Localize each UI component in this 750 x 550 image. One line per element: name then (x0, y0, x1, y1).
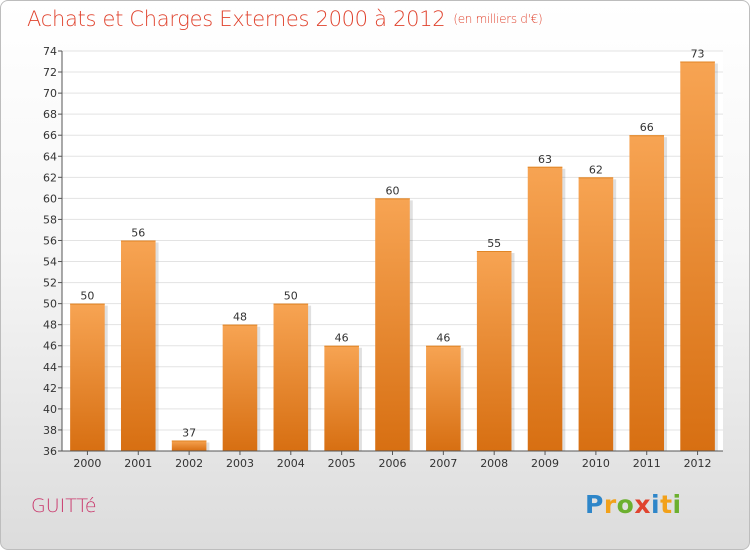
y-tick-label: 58 (43, 213, 57, 226)
bar-value-label: 60 (386, 184, 400, 197)
x-tick-label: 2001 (124, 457, 152, 470)
x-tick-label: 2008 (480, 457, 508, 470)
y-tick-label: 66 (43, 129, 57, 142)
logo-letter: i (651, 490, 661, 519)
axes (58, 50, 723, 455)
x-tick-label: 2007 (429, 457, 457, 470)
x-tick-label: 2005 (328, 457, 356, 470)
y-tick-label: 40 (43, 403, 57, 416)
bar-value-label: 62 (589, 163, 603, 176)
y-tick-label: 54 (43, 256, 57, 269)
x-tick-label: 2004 (277, 457, 305, 470)
y-tick-label: 52 (43, 277, 57, 290)
proxiti-logo: Proxiti (585, 490, 682, 519)
x-tick-label: 2003 (226, 457, 254, 470)
logo-letter: i (672, 490, 682, 519)
bar (426, 345, 461, 451)
bar (273, 303, 309, 451)
logo-letter: r (603, 490, 617, 519)
x-tick-label: 2011 (633, 457, 661, 470)
bar-value-label: 66 (640, 121, 654, 134)
bar-value-label: 56 (131, 226, 145, 239)
y-tick-label: 74 (43, 45, 57, 58)
y-tick-label: 60 (43, 192, 57, 205)
bar (120, 240, 156, 451)
bar (527, 166, 563, 451)
y-tick-label: 62 (43, 171, 57, 184)
bar (222, 324, 258, 451)
x-tick-label: 2002 (175, 457, 203, 470)
y-tick-label: 44 (43, 361, 57, 374)
x-tick-label: 2009 (531, 457, 559, 470)
x-tick-label: 2012 (684, 457, 712, 470)
bar-value-label: 55 (487, 237, 501, 250)
y-tick-label: 68 (43, 108, 57, 121)
bar-value-label: 73 (691, 48, 705, 61)
y-tick-label: 42 (43, 382, 57, 395)
x-tick-label: 2000 (73, 457, 101, 470)
labels-group: 36 38 40 42 44 46 48 50 52 54 56 58 60 62 64 66 68 70 72 74… (43, 45, 712, 470)
y-tick-label: 38 (43, 424, 57, 437)
logo-letter: t (660, 490, 673, 519)
bar (680, 61, 715, 452)
y-tick-label: 72 (43, 66, 57, 79)
y-tick-label: 70 (43, 87, 57, 100)
y-tick-label: 64 (43, 150, 57, 163)
y-tick-label: 50 (43, 298, 57, 311)
bar (171, 440, 207, 451)
bar (375, 198, 410, 451)
y-tick-label: 36 (43, 445, 57, 458)
y-tick-label: 48 (43, 319, 57, 332)
logo-letter: o (616, 490, 635, 519)
bar-value-label: 46 (335, 332, 349, 345)
chart-title-text: Achats et Charges Externes 2000 à 2012 (27, 7, 446, 31)
chart-title: Achats et Charges Externes 2000 à 2012 (e… (27, 7, 543, 31)
bar (629, 135, 665, 452)
x-tick-label: 2010 (582, 457, 610, 470)
bar (476, 251, 512, 451)
bar-value-label: 37 (182, 426, 196, 439)
bar-value-label: 50 (284, 290, 298, 303)
bar (578, 177, 614, 451)
bar (70, 303, 105, 451)
bar-value-label: 48 (233, 311, 247, 324)
y-tick-label: 56 (43, 234, 57, 247)
y-tick-label: 46 (43, 340, 57, 353)
bar-value-label: 46 (436, 332, 450, 345)
bar-value-label: 50 (80, 290, 94, 303)
x-tick-label: 2006 (379, 457, 407, 470)
bars-group (70, 61, 718, 452)
chart-subtitle: (en milliers d'€) (453, 12, 543, 26)
logo-letter: x (634, 490, 651, 519)
bar-value-label: 63 (538, 153, 552, 166)
bar (324, 345, 359, 451)
commune-name: GUITTé (31, 495, 97, 517)
logo-letter: P (585, 490, 604, 519)
